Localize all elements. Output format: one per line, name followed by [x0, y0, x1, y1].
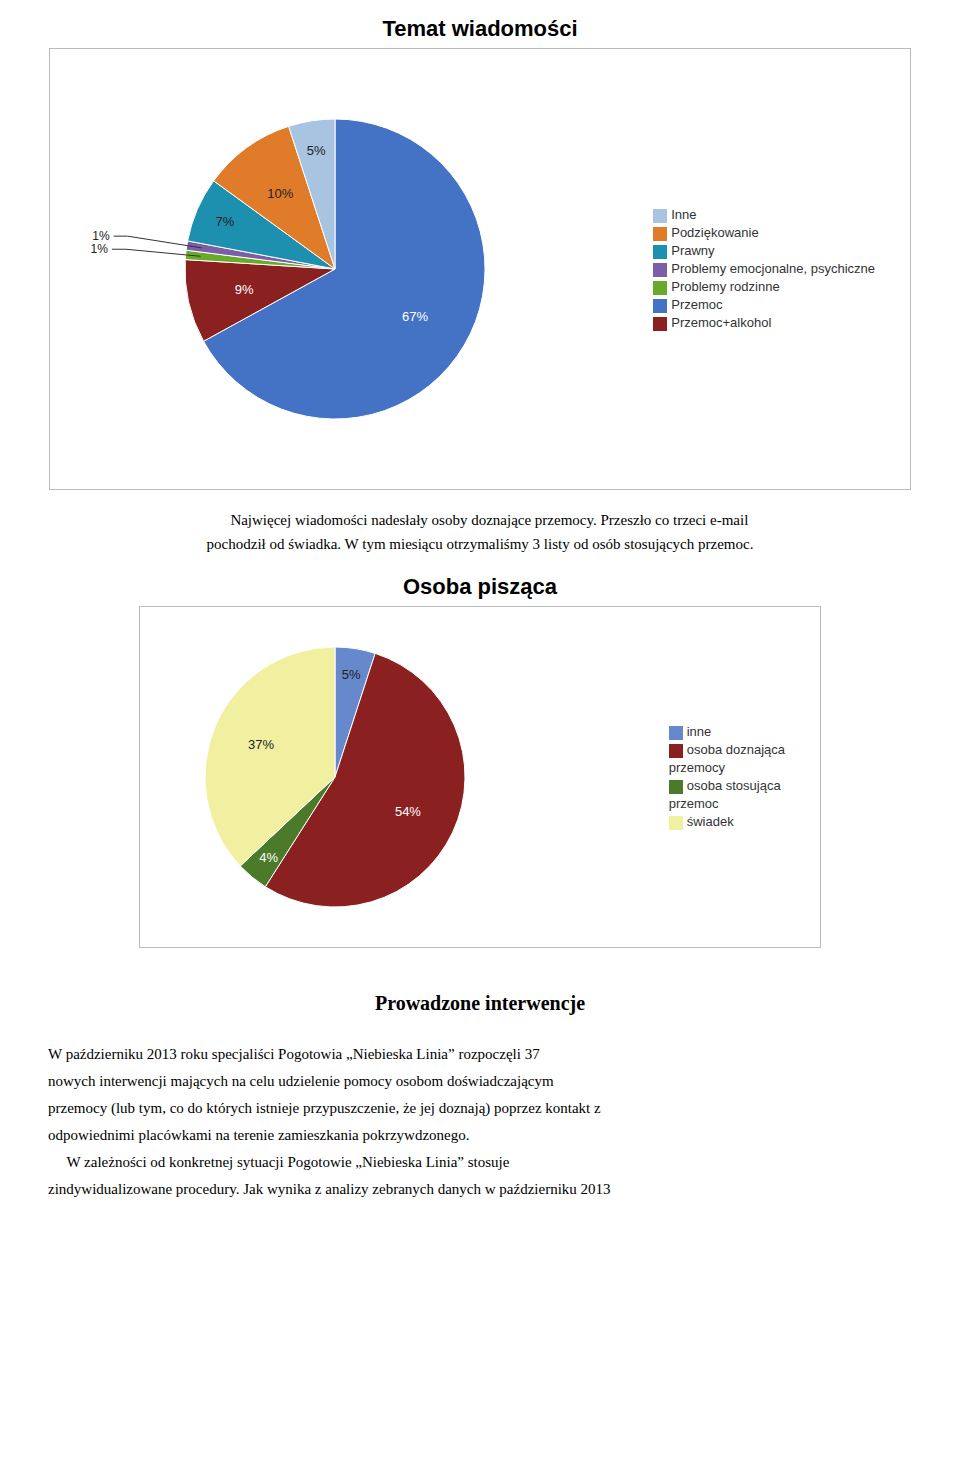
svg-text:10%: 10%	[267, 186, 293, 201]
svg-text:9%: 9%	[235, 282, 254, 297]
html-text:odpowiednimi placówkami na ter: odpowiednimi placówkami na terenie zamie…	[48, 1127, 470, 1143]
svg-text:4%: 4%	[259, 850, 278, 865]
svg-text:1%: 1%	[92, 229, 110, 243]
html-text:Problemy emocjonalne, psychicz: Problemy emocjonalne, psychiczne	[671, 261, 875, 276]
svg-text:37%: 37%	[248, 737, 274, 752]
html-text:Osoba pisząca: Osoba pisząca	[403, 574, 557, 599]
html-text:W zależności od konkretnej syt: W zależności od konkretnej sytuacji Pogo…	[48, 1154, 510, 1170]
html-text:zindywidualizowane procedury.: zindywidualizowane procedury. Jak wynika…	[48, 1181, 611, 1197]
html-text:Podziękowanie: Podziękowanie	[671, 225, 759, 240]
html-text:W październiku 2013 roku specj: W październiku 2013 roku specjaliści Pog…	[48, 1046, 540, 1062]
svg-text:67%: 67%	[402, 309, 428, 324]
svg-text:7%: 7%	[215, 214, 234, 229]
svg-text:54%: 54%	[395, 804, 421, 819]
html-text:osoba doznająca przemocy: osoba doznająca przemocy	[668, 742, 785, 775]
html-text:pochodził od świadka. W tym mi: pochodził od świadka. W tym miesiącu otr…	[206, 536, 754, 552]
html-text:Najwięcej wiadomości nadesłały: Najwięcej wiadomości nadesłały osoby doz…	[211, 512, 749, 528]
html-text:przemocy (lub tym, co do który: przemocy (lub tym, co do których istniej…	[48, 1100, 601, 1116]
html-text:Przemoc: Przemoc	[671, 297, 723, 312]
svg-text:1%: 1%	[91, 242, 109, 256]
html-text:Przemoc+alkohol: Przemoc+alkohol	[671, 315, 772, 330]
html-text:świadek: świadek	[686, 814, 734, 829]
html-text:Prowadzone interwencje: Prowadzone interwencje	[374, 992, 586, 1014]
html-text:Inne: Inne	[671, 207, 697, 222]
html-text:Prawny: Prawny	[671, 243, 715, 258]
html-text:inne: inne	[686, 724, 712, 739]
svg-text:5%: 5%	[307, 143, 326, 158]
svg-text:5%: 5%	[342, 667, 361, 682]
html-text:Temat wiadomości: Temat wiadomości	[382, 16, 578, 41]
html-text:osoba stosująca przemoc: osoba stosująca przemoc	[668, 778, 781, 811]
html-text:nowych interwencji mających na: nowych interwencji mających na celu udzi…	[48, 1073, 554, 1089]
html-text:Problemy rodzinne: Problemy rodzinne	[671, 279, 780, 294]
